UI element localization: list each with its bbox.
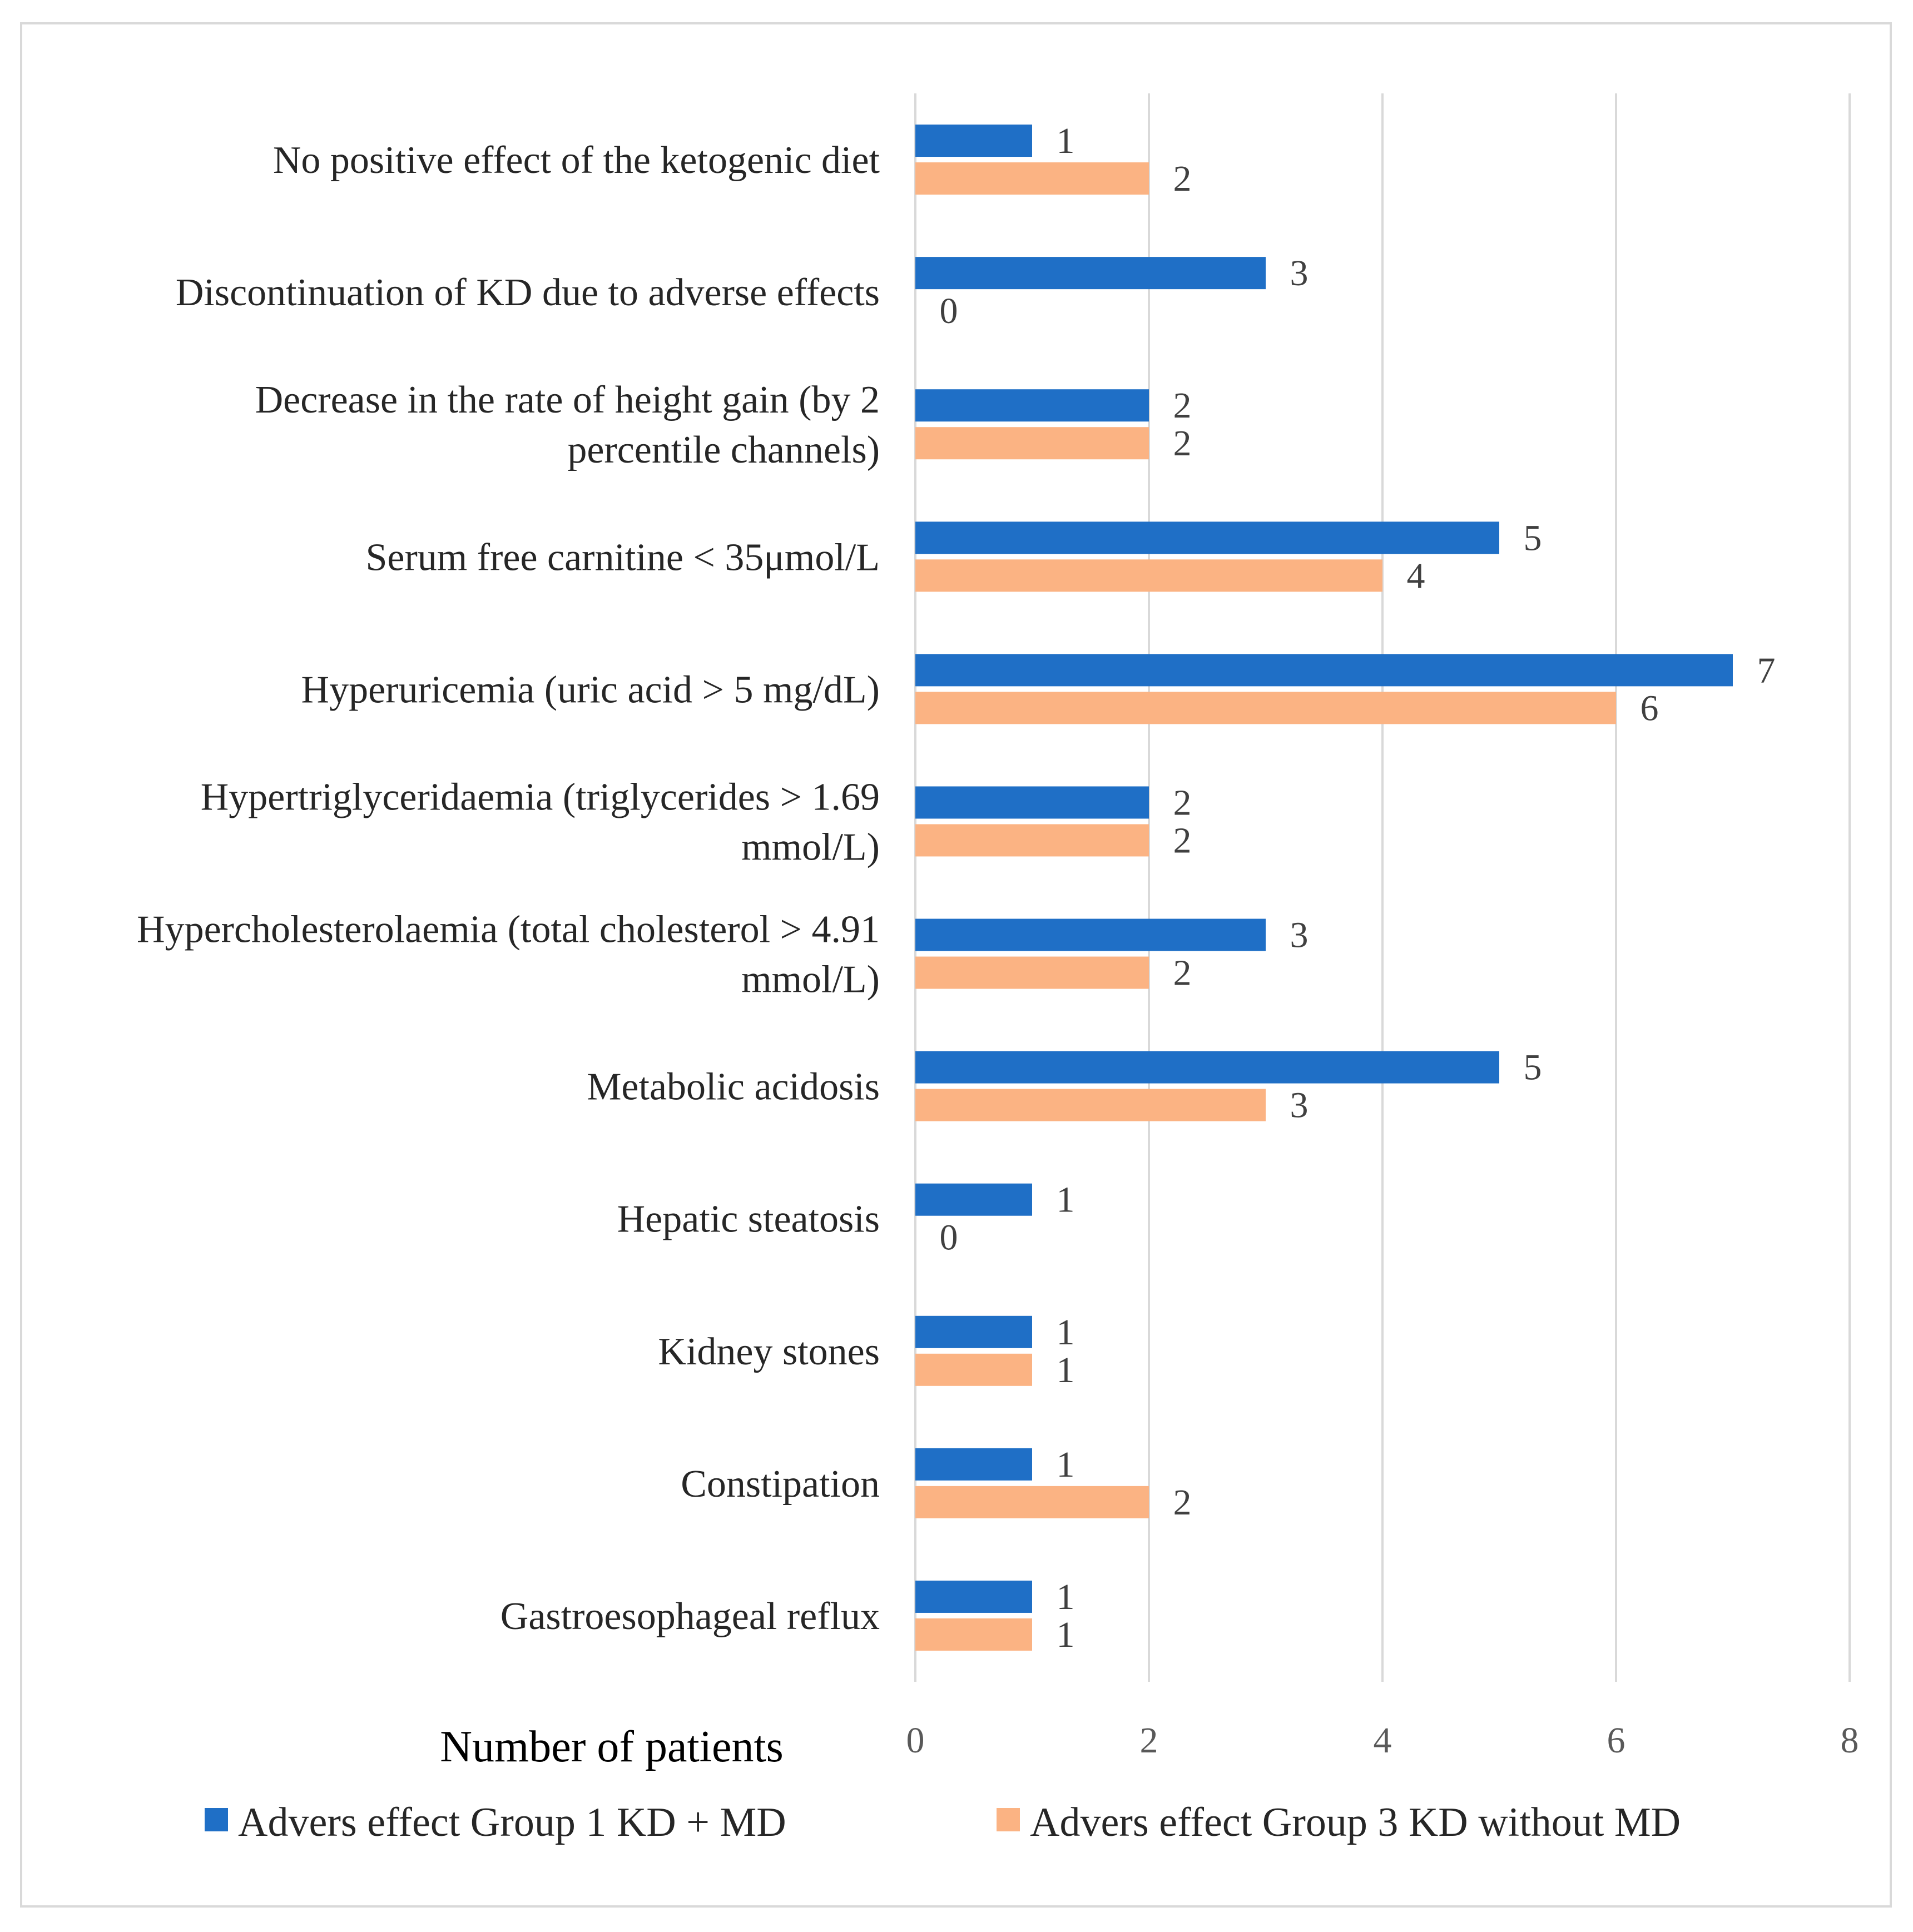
bar-series-2-cat-8 <box>915 1089 1266 1121</box>
data-label: 2 <box>1173 385 1192 426</box>
data-label: 1 <box>1057 1350 1075 1390</box>
bars <box>915 125 1733 1651</box>
bar-series-2-cat-6 <box>915 824 1149 857</box>
data-label: 2 <box>1173 423 1192 464</box>
data-label: 2 <box>1173 782 1192 823</box>
bar-series-2-cat-5 <box>915 692 1616 724</box>
x-tick-label: 2 <box>1140 1720 1158 1761</box>
bar-series-1-cat-7 <box>915 918 1266 951</box>
legend-label-group-1: Advers effect Group 1 KD + MD <box>238 1800 786 1845</box>
data-label: 0 <box>940 1218 958 1258</box>
category-label: Gastroesophageal reflux <box>500 1595 880 1638</box>
bar-series-1-cat-8 <box>915 1051 1499 1084</box>
legend-swatch-group-3 <box>997 1808 1020 1831</box>
data-label: 3 <box>1290 915 1309 956</box>
data-label: 7 <box>1757 650 1776 691</box>
category-label: Metabolic acidosis <box>587 1066 880 1109</box>
gridlines <box>914 93 1851 1682</box>
data-label: 0 <box>940 291 958 331</box>
data-label: 3 <box>1290 1085 1309 1126</box>
x-axis-ticks: 0 2 4 6 8 <box>906 1720 1859 1761</box>
x-tick-label: 4 <box>1374 1720 1392 1761</box>
category-label: Discontinuation of KD due to adverse eff… <box>176 271 880 314</box>
category-label: No positive effect of the ketogenic diet <box>273 139 880 182</box>
data-label: 1 <box>1057 1444 1075 1485</box>
category-label: Decrease in the rate of height gain (by … <box>255 379 880 471</box>
bar-series-2-cat-11 <box>915 1486 1149 1518</box>
category-label: Hypercholesterolaemia (total cholesterol… <box>137 908 880 1001</box>
bar-series-2-cat-1 <box>915 162 1149 195</box>
bar-series-1-cat-4 <box>915 522 1499 554</box>
category-label: Hepatic steatosis <box>617 1198 880 1241</box>
bar-series-1-cat-2 <box>915 257 1266 290</box>
category-label: Serum free carnitine < 35μmol/L <box>366 536 880 579</box>
bar-series-2-cat-4 <box>915 559 1382 592</box>
x-axis-title: Number of patients <box>440 1722 784 1771</box>
category-label: Kidney stones <box>658 1330 880 1373</box>
bar-series-1-cat-5 <box>915 654 1733 687</box>
data-label: 1 <box>1057 1577 1075 1617</box>
data-label: 3 <box>1290 253 1309 294</box>
bar-series-1-cat-9 <box>915 1183 1032 1216</box>
data-label: 6 <box>1641 688 1659 728</box>
data-label: 1 <box>1057 1312 1075 1353</box>
bar-series-1-cat-6 <box>915 786 1149 819</box>
data-label: 2 <box>1173 1482 1192 1523</box>
bar-series-2-cat-10 <box>915 1353 1032 1386</box>
data-label: 1 <box>1057 1615 1075 1655</box>
data-label: 5 <box>1524 518 1542 558</box>
bar-series-1-cat-3 <box>915 389 1149 422</box>
data-label: 2 <box>1173 158 1192 199</box>
data-label: 1 <box>1057 121 1075 161</box>
bar-series-1-cat-1 <box>915 125 1032 157</box>
data-label: 1 <box>1057 1180 1075 1220</box>
data-label: 4 <box>1407 555 1425 596</box>
category-label: Constipation <box>681 1463 880 1506</box>
bar-series-1-cat-10 <box>915 1315 1032 1348</box>
category-label: Hyperuricemia (uric acid > 5 mg/dL) <box>301 668 880 711</box>
bar-series-2-cat-12 <box>915 1618 1032 1651</box>
bar-series-2-cat-7 <box>915 956 1149 989</box>
legend-swatch-group-1 <box>205 1808 228 1831</box>
x-tick-label: 8 <box>1841 1720 1859 1761</box>
bar-series-2-cat-3 <box>915 427 1149 460</box>
data-label: 5 <box>1524 1047 1542 1088</box>
legend-label-group-3: Advers effect Group 3 KD without MD <box>1030 1800 1681 1845</box>
x-tick-label: 0 <box>906 1720 925 1761</box>
x-tick-label: 6 <box>1607 1720 1625 1761</box>
data-label: 2 <box>1173 820 1192 861</box>
bar-series-1-cat-12 <box>915 1580 1032 1613</box>
data-label: 2 <box>1173 953 1192 994</box>
legend: Advers effect Group 1 KD + MD Advers eff… <box>205 1800 1681 1845</box>
category-labels: No positive effect of the ketogenic diet… <box>137 139 880 1638</box>
category-label: Hypertriglyceridaemia (triglycerides > 1… <box>201 776 880 868</box>
bar-series-1-cat-11 <box>915 1448 1032 1481</box>
